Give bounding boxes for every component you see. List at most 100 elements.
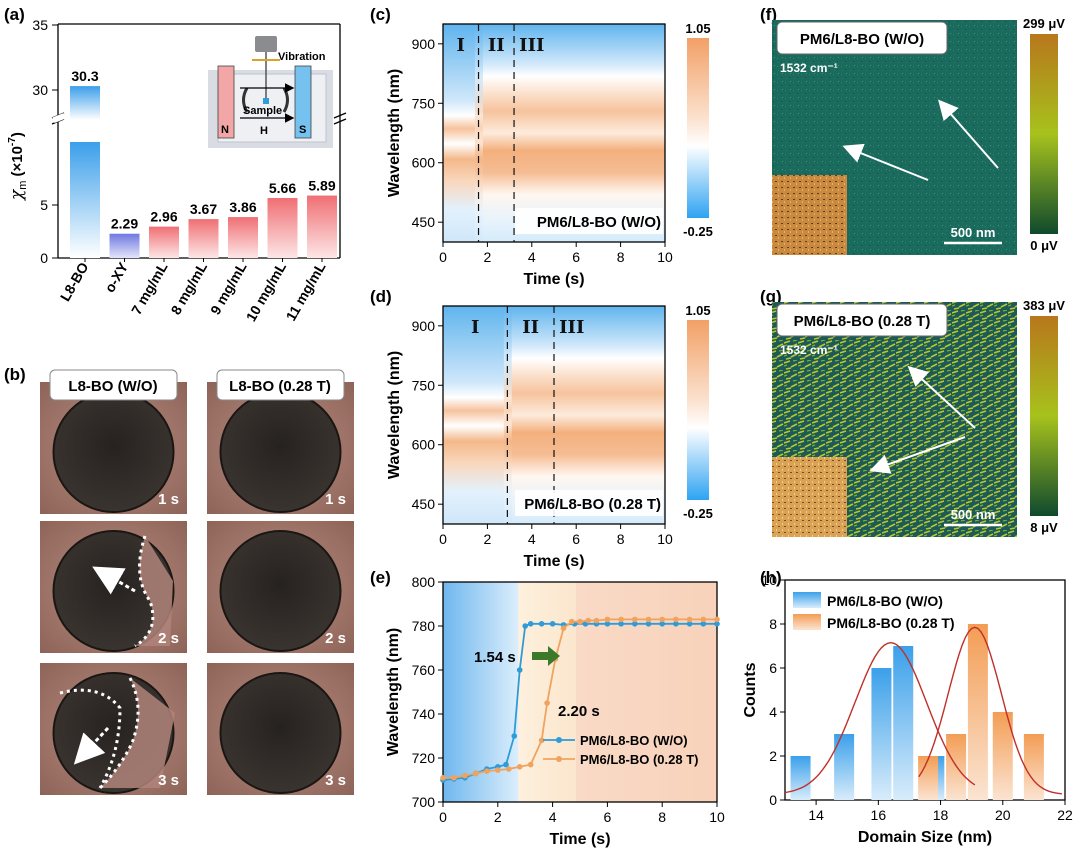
panel-label-a: (a) — [4, 5, 25, 24]
droplet-images: 1 s 1 s 2 s 2 s 3 s 3 s L8-BO (W/O) L8-BO (0.28… — [40, 369, 354, 795]
h-ylabel: Counts — [742, 662, 759, 717]
heatmap-title: PM6/L8-BO (0.28 T) — [524, 496, 661, 513]
e-xtick: 6 — [604, 809, 612, 825]
colorbar-max: 1.05 — [685, 303, 710, 318]
inset-n-label: N — [221, 124, 229, 136]
e-point — [516, 764, 523, 770]
chart-h: 14 16 18 20 22 0 2 4 6 8 10 Domain Size (nm) Counts P… — [742, 572, 1073, 846]
e-point — [700, 616, 707, 623]
inset-image — [772, 175, 847, 255]
scalebar-label: 500 nm — [951, 507, 996, 522]
a-bar-2 — [149, 226, 179, 258]
ytick: 600 — [412, 437, 436, 453]
h-legend-swatch-0 — [793, 592, 821, 608]
stage-label-2: III — [559, 317, 584, 338]
xtick: 8 — [617, 249, 625, 265]
e-annotation-1: 2.20 s — [558, 703, 600, 720]
h-ytick: 2 — [769, 748, 777, 764]
h-xtick: 16 — [871, 807, 887, 823]
a-category-3: 8 mg/mL — [167, 259, 210, 317]
e-point — [645, 621, 652, 627]
e-legend-0: PM6/L8-BO (W/O) — [580, 733, 688, 748]
panel-label-b: (b) — [4, 365, 26, 384]
direction-arrow — [907, 365, 976, 429]
inset-image — [772, 457, 847, 537]
ytick: 450 — [412, 496, 436, 512]
a-value-label-4: 3.86 — [229, 199, 256, 215]
e-point — [503, 761, 509, 768]
e-point — [593, 617, 600, 624]
shift-arrow — [532, 646, 560, 666]
chart-d: 0 2 4 6 8 10 450 600 750 900 Time (s) Wavelength (n… — [386, 303, 713, 570]
e-legend-1: PM6/L8-BO (0.28 T) — [580, 752, 698, 767]
a-value-label-3: 3.67 — [190, 201, 217, 217]
inset-s-label: S — [299, 124, 306, 136]
a-bar-upper-0 — [70, 86, 100, 120]
e-point — [659, 616, 665, 623]
time-label: 1 s — [325, 491, 346, 508]
a-value-label-0: 30.3 — [71, 68, 98, 84]
xtick: 0 — [439, 249, 447, 265]
stage-shade-3 — [575, 582, 717, 802]
header-pill-0 — [49, 369, 178, 401]
e-point — [538, 737, 545, 744]
e-point — [618, 616, 624, 623]
droplet — [219, 391, 342, 513]
e-point — [549, 621, 556, 627]
h-ytick: 6 — [769, 660, 777, 676]
a-category-1: o-XY — [101, 259, 131, 295]
e-point — [714, 621, 720, 627]
a-ytick-30: 30 — [32, 82, 48, 98]
time-label: 3 s — [325, 772, 346, 789]
chart-a: 0 5 30 35 χm(×10-7) 30.3 L8-BO 2.29 o-XY 2.9… — [7, 17, 347, 324]
e-ylabel: Wavelength (nm) — [385, 628, 402, 756]
ytick: 900 — [412, 36, 436, 52]
droplet — [219, 672, 342, 794]
e-point — [700, 621, 707, 627]
a-category-0: L8-BO — [57, 259, 92, 303]
a-bar-6 — [307, 195, 337, 258]
xtick: 2 — [484, 249, 492, 265]
map-colorbar-min: 0 μV — [1030, 238, 1058, 253]
e-legend-marker-1 — [556, 756, 562, 762]
h-xtick: 22 — [1057, 807, 1073, 823]
xlabel: Time (s) — [523, 553, 584, 570]
h-bar-0-0 — [790, 756, 811, 800]
h-bar-1-4 — [1023, 734, 1044, 800]
e-ytick: 780 — [412, 618, 436, 634]
e-point — [484, 768, 490, 774]
ytick: 900 — [412, 318, 436, 334]
stage-label-2: III — [519, 35, 544, 56]
xtick: 4 — [528, 531, 536, 547]
ylabel: Wavelength (nm) — [386, 351, 403, 479]
time-label: 3 s — [158, 772, 179, 789]
e-point — [538, 621, 545, 627]
wavenumber-label: 1532 cm⁻¹ — [780, 61, 838, 75]
ytick: 750 — [412, 95, 436, 111]
a-bar-5 — [267, 198, 298, 258]
map-colorbar — [1030, 316, 1058, 516]
e-point — [495, 767, 501, 773]
e-xlabel: Time (s) — [549, 831, 610, 848]
colorbar-max: 1.05 — [685, 21, 710, 36]
droplet — [219, 530, 342, 652]
chart-c: 0 2 4 6 8 10 450 600 750 900 Time (s) Wavelength (n… — [386, 21, 713, 288]
stage-label-0: I — [457, 35, 465, 56]
inset-vibration-label: Vibration — [278, 51, 326, 63]
xtick: 4 — [528, 249, 536, 265]
xtick: 10 — [657, 249, 673, 265]
e-point — [714, 616, 720, 623]
h-legend-1: PM6/L8-BO (0.28 T) — [827, 615, 955, 631]
e-ytick: 740 — [412, 706, 436, 722]
h-bar-1-0 — [918, 756, 939, 800]
e-point — [604, 616, 611, 623]
xlabel: Time (s) — [523, 271, 584, 288]
boundary-dotted-line — [134, 535, 155, 648]
panel-label-c: (c) — [370, 5, 391, 24]
direction-arrow — [869, 436, 966, 474]
map-colorbar-max: 299 μV — [1023, 16, 1065, 31]
ylabel: Wavelength (nm) — [386, 69, 403, 197]
map-colorbar-max: 383 μV — [1023, 298, 1065, 313]
e-xtick: 4 — [549, 809, 557, 825]
a-value-label-2: 2.96 — [150, 209, 177, 225]
